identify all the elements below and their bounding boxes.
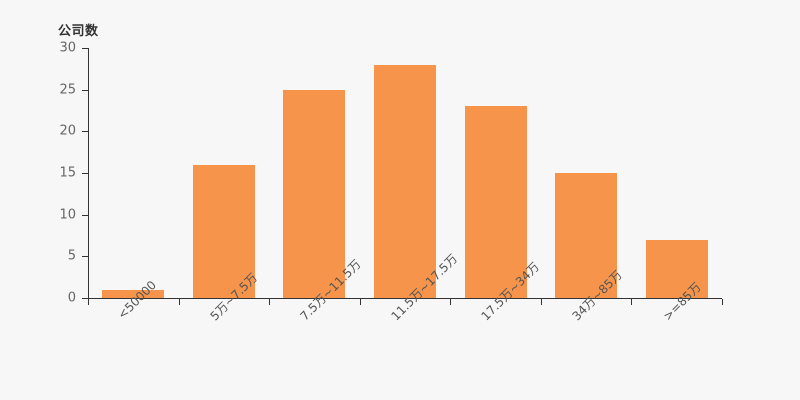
x-tick-mark <box>178 299 180 305</box>
bar[interactable] <box>102 289 165 298</box>
y-tick-label: 0 <box>67 290 76 306</box>
y-tick-label: 10 <box>59 207 76 223</box>
x-tick-mark <box>450 299 452 305</box>
y-tick-mark <box>82 173 88 174</box>
y-tick-mark <box>82 89 88 91</box>
y-tick-mark <box>82 256 88 258</box>
x-tick-mark <box>88 299 89 305</box>
bar[interactable] <box>464 106 527 298</box>
y-tick-mark <box>82 48 88 49</box>
y-tick-label: 15 <box>59 165 76 181</box>
bar[interactable] <box>283 89 346 298</box>
x-tick-mark <box>631 299 633 305</box>
plot-area <box>88 48 722 298</box>
y-axis-title: 公司数 <box>58 24 99 39</box>
x-tick-mark <box>540 299 542 305</box>
y-tick-label: 20 <box>59 123 76 139</box>
bar[interactable] <box>645 239 708 298</box>
bar[interactable] <box>192 164 255 298</box>
x-axis-line <box>88 298 722 299</box>
bar[interactable] <box>555 173 618 298</box>
y-axis-line <box>88 48 89 299</box>
y-tick-mark <box>82 298 88 299</box>
y-tick-label: 30 <box>59 40 76 56</box>
x-tick-mark <box>722 299 723 305</box>
y-tick-mark <box>82 214 88 216</box>
x-tick-mark <box>269 299 271 305</box>
bar[interactable] <box>374 64 436 298</box>
y-tick-mark <box>82 131 88 133</box>
y-tick-label: 25 <box>59 82 76 98</box>
y-tick-label: 5 <box>67 248 76 264</box>
x-tick-mark <box>359 299 361 305</box>
